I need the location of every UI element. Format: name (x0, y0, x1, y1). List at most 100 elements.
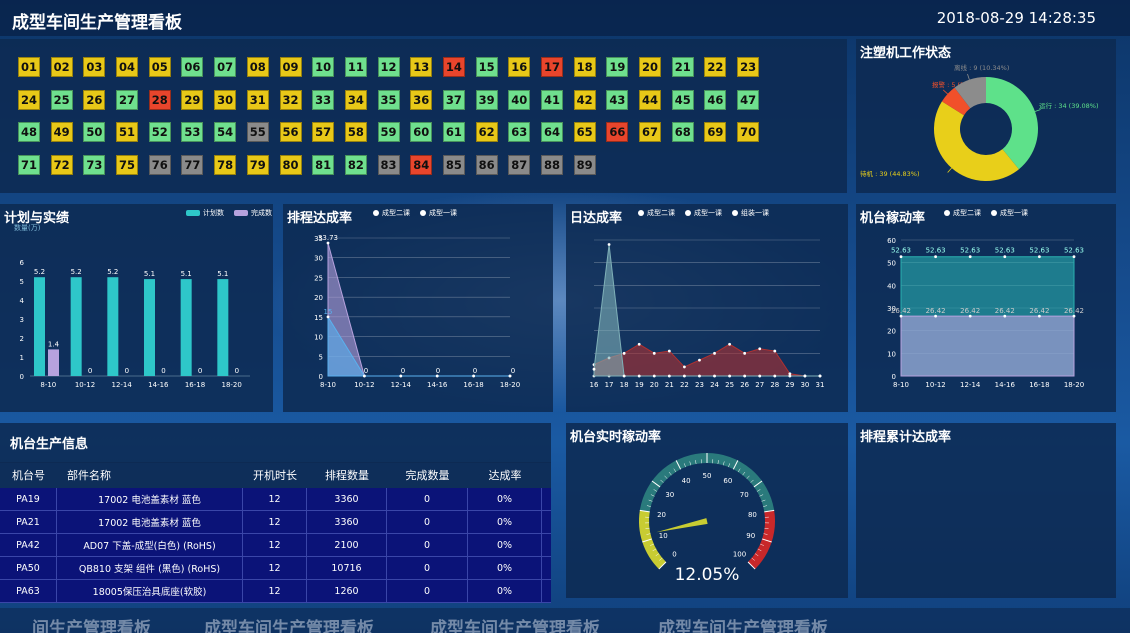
machine-tile-57[interactable]: 57 (312, 122, 335, 142)
machine-tile-08[interactable]: 08 (246, 57, 269, 77)
machine-tile-76[interactable]: 76 (148, 154, 171, 175)
legend-item-sched-2[interactable]: 成型二课 (373, 208, 410, 218)
legend-item-plan[interactable]: 计划数 (186, 208, 224, 218)
machine-tile-18[interactable]: 18 (573, 57, 596, 77)
machine-tile-70[interactable]: 70 (737, 122, 760, 142)
machine-tile-23[interactable]: 23 (737, 57, 760, 77)
table-row[interactable]: PA21 17002 电池盖素材 蓝色 12 3360 0 0% (0, 511, 551, 534)
machine-tile-26[interactable]: 26 (83, 89, 106, 110)
legend-item-daily-1[interactable]: 成型一课 (685, 208, 722, 218)
machine-tile-84[interactable]: 84 (410, 154, 433, 175)
machine-tile-52[interactable]: 52 (148, 122, 171, 142)
machine-tile-33[interactable]: 33 (312, 89, 335, 110)
machine-tile-62[interactable]: 62 (475, 122, 498, 142)
machine-tile-32[interactable]: 32 (279, 89, 302, 110)
machine-tile-04[interactable]: 04 (116, 57, 139, 77)
machine-tile-39[interactable]: 39 (475, 89, 498, 110)
table-row[interactable]: PA50 QB810 支架 组件 (黑色) (RoHS) 12 10716 0 0% (0, 557, 551, 580)
machine-tile-12[interactable]: 12 (377, 57, 400, 77)
machine-tile-35[interactable]: 35 (377, 89, 400, 110)
machine-tile-59[interactable]: 59 (377, 122, 400, 142)
machine-tile-58[interactable]: 58 (344, 122, 367, 142)
machine-tile-09[interactable]: 09 (279, 57, 302, 77)
machine-tile-42[interactable]: 42 (573, 89, 596, 110)
legend-item-util-2[interactable]: 成型二课 (944, 208, 981, 218)
table-row[interactable]: PA42 AD07 下盖-成型(白色) (RoHS) 12 2100 0 0% (0, 534, 551, 557)
machine-tile-83[interactable]: 83 (377, 154, 400, 175)
machine-tile-87[interactable]: 87 (508, 154, 531, 175)
machine-tile-20[interactable]: 20 (639, 57, 662, 77)
machine-tile-88[interactable]: 88 (541, 154, 563, 175)
machine-tile-86[interactable]: 86 (475, 154, 498, 175)
machine-tile-63[interactable]: 63 (508, 122, 531, 142)
machine-tile-13[interactable]: 13 (410, 57, 433, 77)
machine-tile-43[interactable]: 43 (606, 89, 629, 110)
machine-tile-30[interactable]: 30 (214, 89, 237, 110)
machine-tile-68[interactable]: 68 (671, 122, 694, 142)
machine-tile-44[interactable]: 44 (639, 89, 662, 110)
machine-tile-61[interactable]: 61 (442, 122, 465, 142)
machine-tile-78[interactable]: 78 (214, 154, 237, 175)
machine-tile-60[interactable]: 60 (410, 122, 433, 142)
machine-tile-34[interactable]: 34 (344, 89, 367, 110)
machine-tile-56[interactable]: 56 (279, 122, 302, 142)
machine-tile-46[interactable]: 46 (704, 89, 727, 110)
machine-tile-36[interactable]: 36 (410, 89, 433, 110)
machine-tile-29[interactable]: 29 (181, 89, 204, 110)
machine-tile-06[interactable]: 06 (181, 57, 204, 77)
machine-tile-17[interactable]: 17 (541, 57, 563, 77)
machine-tile-69[interactable]: 69 (704, 122, 727, 142)
machine-tile-48[interactable]: 48 (18, 122, 40, 142)
machine-tile-05[interactable]: 05 (148, 57, 171, 77)
machine-tile-89[interactable]: 89 (573, 154, 596, 175)
machine-tile-54[interactable]: 54 (214, 122, 237, 142)
machine-tile-02[interactable]: 02 (50, 57, 73, 77)
machine-tile-77[interactable]: 77 (181, 154, 204, 175)
machine-tile-45[interactable]: 45 (671, 89, 694, 110)
machine-tile-40[interactable]: 40 (508, 89, 531, 110)
machine-tile-28[interactable]: 28 (148, 89, 171, 110)
machine-tile-50[interactable]: 50 (83, 122, 106, 142)
legend-item-util-1[interactable]: 成型一课 (991, 208, 1028, 218)
machine-tile-27[interactable]: 27 (116, 89, 139, 110)
machine-tile-64[interactable]: 64 (541, 122, 563, 142)
legend-item-sched-1[interactable]: 成型一课 (420, 208, 457, 218)
machine-tile-16[interactable]: 16 (508, 57, 531, 77)
machine-tile-49[interactable]: 49 (50, 122, 73, 142)
machine-tile-79[interactable]: 79 (246, 154, 269, 175)
machine-tile-75[interactable]: 75 (116, 154, 139, 175)
machine-tile-24[interactable]: 24 (18, 89, 40, 110)
machine-tile-22[interactable]: 22 (704, 57, 727, 77)
legend-item-done[interactable]: 完成数 (234, 208, 272, 218)
table-row[interactable]: PA19 17002 电池盖素材 蓝色 12 3360 0 0% (0, 488, 551, 511)
machine-tile-14[interactable]: 14 (442, 57, 465, 77)
machine-tile-72[interactable]: 72 (50, 154, 73, 175)
machine-tile-85[interactable]: 85 (442, 154, 465, 175)
legend-item-daily-3[interactable]: 组装一课 (732, 208, 769, 218)
machine-tile-66[interactable]: 66 (606, 122, 629, 142)
machine-tile-55[interactable]: 55 (246, 122, 269, 142)
legend-item-daily-2[interactable]: 成型二课 (638, 208, 675, 218)
table-row[interactable]: PA63 18005保压治具底座(软胶) 12 1260 0 0% (0, 580, 551, 603)
machine-tile-31[interactable]: 31 (246, 89, 269, 110)
machine-tile-10[interactable]: 10 (312, 57, 335, 77)
machine-tile-19[interactable]: 19 (606, 57, 629, 77)
machine-tile-11[interactable]: 11 (344, 57, 367, 77)
machine-tile-15[interactable]: 15 (475, 57, 498, 77)
machine-tile-37[interactable]: 37 (442, 89, 465, 110)
machine-tile-07[interactable]: 07 (214, 57, 237, 77)
machine-tile-81[interactable]: 81 (312, 154, 335, 175)
machine-tile-67[interactable]: 67 (639, 122, 662, 142)
machine-tile-65[interactable]: 65 (573, 122, 596, 142)
machine-tile-80[interactable]: 80 (279, 154, 302, 175)
machine-tile-71[interactable]: 71 (18, 154, 40, 175)
machine-tile-03[interactable]: 03 (83, 57, 106, 77)
machine-tile-82[interactable]: 82 (344, 154, 367, 175)
machine-tile-73[interactable]: 73 (83, 154, 106, 175)
machine-tile-21[interactable]: 21 (671, 57, 694, 77)
machine-tile-41[interactable]: 41 (541, 89, 563, 110)
machine-tile-51[interactable]: 51 (116, 122, 139, 142)
machine-tile-47[interactable]: 47 (737, 89, 760, 110)
machine-tile-53[interactable]: 53 (181, 122, 204, 142)
machine-tile-25[interactable]: 25 (50, 89, 73, 110)
